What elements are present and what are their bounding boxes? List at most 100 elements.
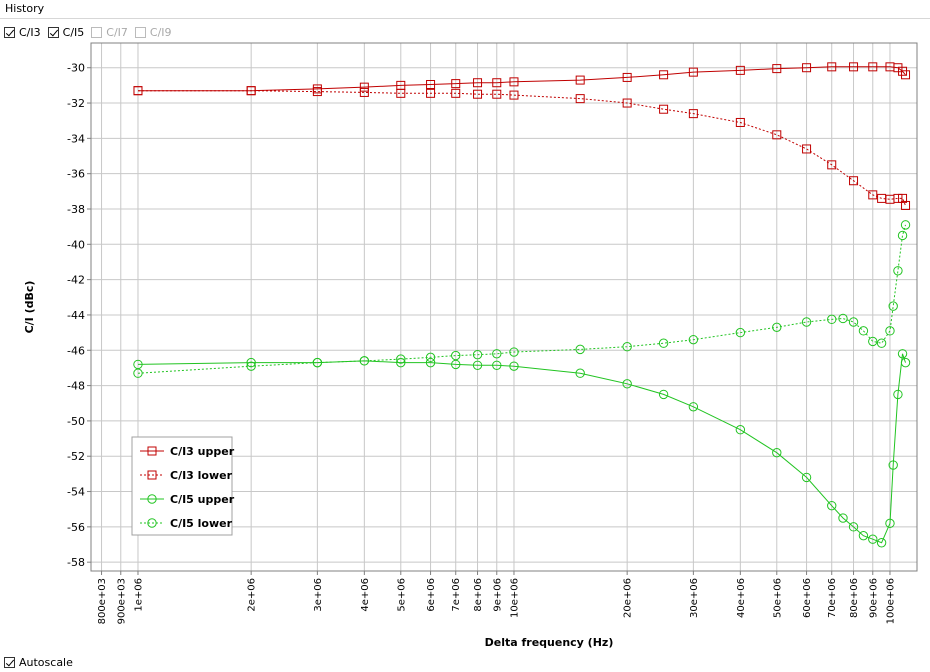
data-point bbox=[868, 534, 878, 544]
checkbox-ci9[interactable] bbox=[134, 26, 146, 38]
data-point bbox=[897, 230, 908, 241]
series-c-i3-lower bbox=[133, 86, 911, 210]
x-tick-label: 70e+06 bbox=[827, 578, 838, 618]
checkbox-ci3[interactable] bbox=[4, 26, 15, 38]
x-tick-label: 7e+06 bbox=[451, 578, 462, 612]
y-tick-label: -48 bbox=[67, 380, 85, 393]
data-point bbox=[888, 460, 898, 470]
data-point bbox=[898, 193, 908, 203]
toggle-ci9[interactable]: C/I9 bbox=[134, 24, 172, 40]
data-point bbox=[893, 389, 903, 400]
legend-entry: C/I3 lower bbox=[170, 469, 233, 482]
y-tick-label: -50 bbox=[67, 415, 85, 428]
y-tick-label: -54 bbox=[67, 486, 85, 499]
data-point bbox=[509, 77, 519, 87]
legend-marker bbox=[147, 494, 157, 504]
data-point bbox=[901, 200, 911, 210]
data-point bbox=[492, 89, 502, 99]
x-tick-label: 30e+06 bbox=[689, 578, 700, 618]
data-point bbox=[246, 357, 256, 368]
x-tick-label: 3e+06 bbox=[313, 578, 324, 612]
x-axis-label: Delta frequency (Hz) bbox=[485, 636, 614, 649]
data-point bbox=[876, 338, 887, 348]
data-point bbox=[827, 62, 837, 72]
data-point bbox=[359, 356, 370, 366]
autoscale-checkbox[interactable] bbox=[4, 657, 15, 668]
window-title-bar: History bbox=[0, 0, 930, 19]
data-point bbox=[858, 326, 869, 336]
y-tick-label: -52 bbox=[67, 450, 85, 463]
data-point bbox=[827, 500, 837, 511]
y-tick-label: -34 bbox=[67, 132, 85, 145]
history-chart[interactable]: -30 -32 -34 -36 -38 -40 -42 -44 -46 -48 -50 -52 -54 -… bbox=[0, 40, 930, 652]
toggle-ci5-label: C/I5 bbox=[62, 25, 85, 39]
data-point bbox=[451, 79, 461, 89]
data-point bbox=[473, 78, 483, 88]
y-tick-label: -42 bbox=[67, 274, 85, 287]
data-point bbox=[801, 472, 812, 483]
data-point bbox=[735, 65, 745, 75]
data-point bbox=[848, 317, 859, 327]
series-line bbox=[137, 224, 906, 374]
series-c-i3-upper bbox=[133, 62, 911, 96]
data-point bbox=[858, 530, 869, 541]
series-toggle-bar: C/I3 C/I5 C/I7 C/I9 bbox=[4, 24, 179, 40]
checkbox-ci7[interactable] bbox=[91, 26, 103, 38]
data-point bbox=[885, 326, 895, 336]
autoscale-toggle[interactable]: Autoscale bbox=[4, 656, 73, 669]
data-point bbox=[492, 360, 502, 370]
data-point bbox=[735, 425, 746, 435]
x-tick-label: 5e+06 bbox=[396, 578, 407, 612]
data-point bbox=[133, 368, 143, 378]
data-point bbox=[838, 313, 848, 324]
data-point bbox=[622, 72, 632, 82]
legend-marker bbox=[147, 518, 157, 528]
data-point bbox=[359, 87, 369, 97]
data-point bbox=[901, 70, 911, 80]
data-point bbox=[472, 349, 483, 360]
grid-lines bbox=[91, 43, 917, 571]
data-point bbox=[876, 538, 887, 548]
data-point bbox=[900, 357, 911, 368]
toggle-ci7[interactable]: C/I7 bbox=[91, 24, 128, 40]
legend-entry: C/I5 lower bbox=[170, 517, 233, 530]
data-point bbox=[688, 334, 699, 345]
x-tick-label: 900e+03 bbox=[116, 578, 127, 624]
data-point bbox=[451, 350, 461, 361]
data-point bbox=[659, 70, 669, 80]
data-point bbox=[246, 86, 256, 96]
toggle-ci5[interactable]: C/I5 bbox=[47, 24, 85, 40]
legend-entry: C/I3 upper bbox=[170, 445, 235, 458]
x-tick-label: 50e+06 bbox=[772, 578, 783, 618]
x-tick-label: 2e+06 bbox=[247, 578, 258, 612]
data-point bbox=[658, 389, 669, 400]
window-title: History bbox=[5, 2, 45, 15]
data-point bbox=[868, 62, 878, 72]
data-point bbox=[735, 327, 746, 338]
checkbox-ci5[interactable] bbox=[47, 26, 59, 38]
data-point bbox=[312, 87, 322, 97]
legend-marker bbox=[147, 446, 157, 456]
plot-frame bbox=[90, 42, 918, 572]
data-point bbox=[509, 90, 519, 100]
data-point bbox=[801, 317, 812, 327]
data-point bbox=[772, 130, 782, 140]
series-line bbox=[138, 66, 906, 92]
data-point bbox=[838, 513, 848, 523]
data-point bbox=[575, 368, 585, 378]
data-point bbox=[827, 314, 837, 325]
data-point bbox=[688, 402, 699, 412]
y-tick-label: -58 bbox=[67, 556, 85, 569]
data-point bbox=[509, 347, 519, 357]
y-tick-label: -38 bbox=[67, 203, 85, 216]
legend: C/I3 upper C/I3 lower C/I5 upper C/I5 lower bbox=[131, 436, 235, 536]
data-point bbox=[772, 447, 782, 458]
data-point bbox=[688, 67, 698, 77]
x-tick-label: 10e+06 bbox=[509, 578, 520, 618]
data-point bbox=[473, 89, 483, 99]
toggle-ci3[interactable]: C/I3 bbox=[4, 24, 41, 40]
series-line bbox=[137, 353, 906, 544]
x-tick-label: 90e+06 bbox=[868, 578, 879, 618]
data-point bbox=[575, 344, 585, 355]
x-tick-label: 9e+06 bbox=[492, 578, 503, 612]
